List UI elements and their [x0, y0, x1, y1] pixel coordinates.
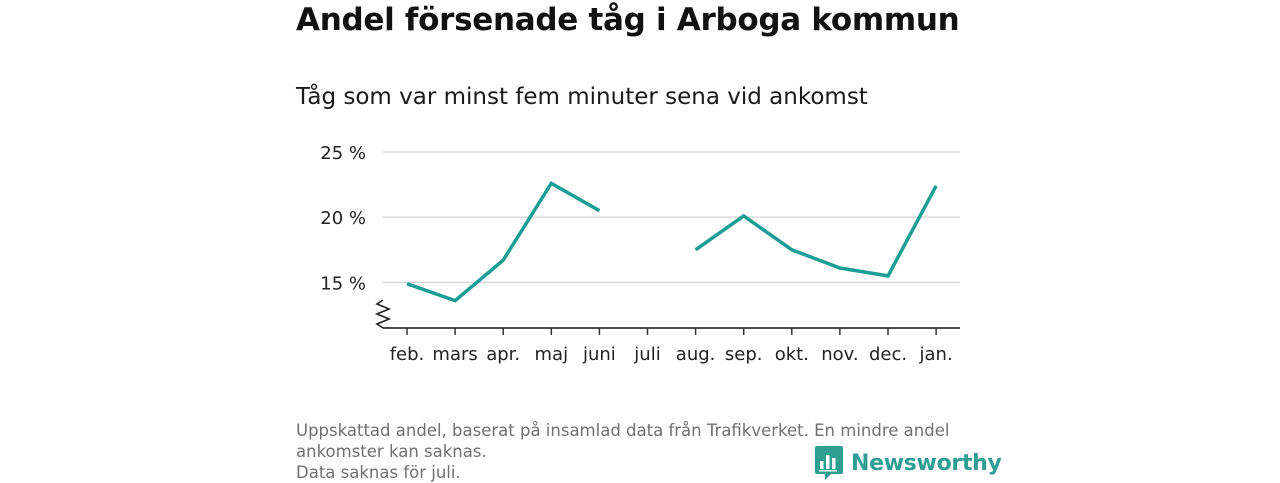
chart-subtitle: Tåg som var minst fem minuter sena vid a… — [296, 84, 868, 110]
x-tick-label: aug. — [676, 344, 716, 365]
y-axis: 15 % 20 % 25 % — [320, 143, 366, 294]
x-tick-label: juni — [582, 344, 616, 365]
x-tick-label: jan. — [919, 344, 953, 365]
newsworthy-logo[interactable]: Newsworthy — [815, 446, 1002, 480]
x-tick-label: maj — [535, 344, 569, 365]
footnote-source: Uppskattad andel, baserat på insamlad da… — [296, 421, 950, 461]
gridlines — [383, 151, 960, 284]
y-tick-label: 25 % — [320, 143, 366, 164]
x-tick-label: dec. — [869, 344, 907, 365]
x-tick-label: feb. — [390, 344, 425, 365]
y-tick-label: 20 % — [320, 208, 366, 229]
brand-name: Newsworthy — [851, 450, 1002, 476]
footnote-missing-data: Data saknas för juli. — [296, 463, 461, 482]
y-tick-label: 15 % — [320, 273, 366, 294]
footnote: Uppskattad andel, baserat på insamlad da… — [296, 420, 986, 483]
x-tick-label: mars — [432, 344, 477, 365]
x-tick-label: okt. — [775, 344, 809, 365]
y-axis-break-icon — [374, 299, 392, 329]
x-tick-label: apr. — [486, 344, 520, 365]
x-tick-label: nov. — [821, 344, 858, 365]
x-axis — [374, 299, 960, 335]
chart-title: Andel försenade tåg i Arboga kommun — [296, 2, 960, 38]
series-line-segment — [694, 185, 938, 278]
x-tick-label: juli — [633, 344, 660, 365]
series-lines — [406, 180, 938, 303]
x-tick-label: sep. — [725, 344, 763, 365]
x-tick-labels: feb. mars apr. maj juni juli aug. sep. okt. nov. d… — [390, 344, 953, 365]
bar-chart-logo-icon — [815, 446, 843, 480]
series-line-segment — [406, 180, 601, 303]
